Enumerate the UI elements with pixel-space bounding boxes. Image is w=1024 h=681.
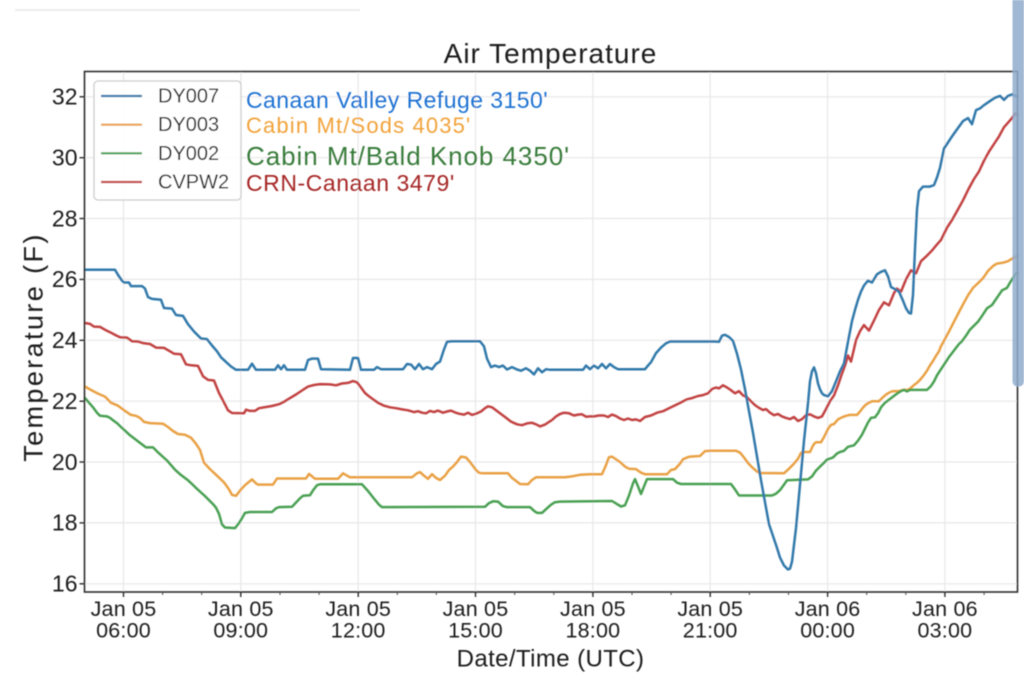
svg-text:Jan 05: Jan 05 [91,597,157,621]
svg-text:DY007: DY007 [158,86,219,108]
svg-text:Cabin Mt/Bald Knob 4350': Cabin Mt/Bald Knob 4350' [246,141,570,171]
svg-text:CRN-Canaan 3479': CRN-Canaan 3479' [246,170,455,196]
svg-text:00:00: 00:00 [800,619,855,643]
svg-text:Jan 06: Jan 06 [912,597,978,621]
svg-text:09:00: 09:00 [213,619,268,643]
svg-text:Jan 05: Jan 05 [443,597,509,621]
svg-text:20: 20 [52,449,78,475]
svg-text:32: 32 [52,84,78,110]
svg-text:Jan 05: Jan 05 [560,597,626,621]
svg-text:Cabin Mt/Sods 4035': Cabin Mt/Sods 4035' [246,113,471,138]
svg-text:18: 18 [52,510,78,536]
svg-text:28: 28 [52,205,78,231]
svg-text:DY002: DY002 [158,143,219,165]
svg-text:DY003: DY003 [158,114,219,136]
svg-text:Jan 05: Jan 05 [677,597,743,621]
svg-text:18:00: 18:00 [565,619,620,643]
svg-text:Jan 05: Jan 05 [208,597,274,621]
svg-text:12:00: 12:00 [331,619,386,643]
svg-text:Temperature (F): Temperature (F) [19,232,49,462]
svg-text:CVPW2: CVPW2 [158,172,229,194]
svg-text:03:00: 03:00 [917,619,972,643]
svg-text:06:00: 06:00 [96,619,151,643]
svg-text:Air Temperature: Air Temperature [444,38,658,69]
svg-text:Canaan Valley Refuge 3150': Canaan Valley Refuge 3150' [246,87,548,113]
svg-text:24: 24 [52,327,78,353]
svg-text:26: 26 [52,266,78,292]
svg-text:16: 16 [52,571,78,597]
svg-text:22: 22 [52,388,78,414]
svg-text:Jan 05: Jan 05 [325,597,391,621]
svg-text:15:00: 15:00 [448,619,503,643]
svg-text:Date/Time (UTC): Date/Time (UTC) [457,646,645,673]
svg-text:30: 30 [52,145,78,171]
svg-text:21:00: 21:00 [683,619,738,643]
svg-text:Jan 06: Jan 06 [795,597,861,621]
